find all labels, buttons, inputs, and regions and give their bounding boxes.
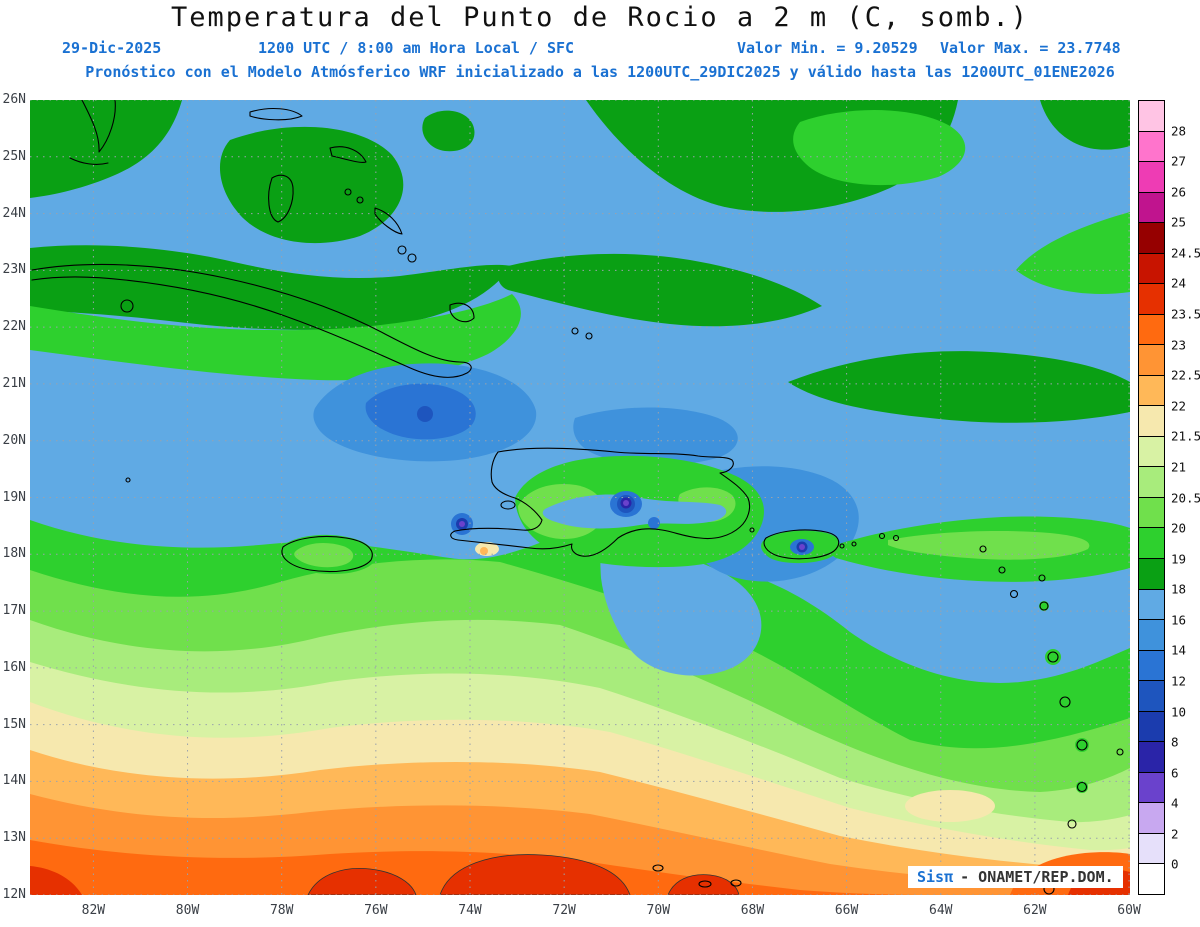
lon-label-66W: 66W — [834, 903, 859, 918]
legend-value: 24 — [1171, 275, 1187, 291]
coastlines — [31, 100, 1124, 895]
lon-label-72W: 72W — [552, 903, 576, 918]
legend-swatch-lt0 — [1139, 864, 1164, 894]
temperature-field — [30, 100, 1130, 895]
legend-swatch-0-2 — [1139, 833, 1164, 865]
legend-swatch-12-14 — [1139, 650, 1164, 682]
legend-swatch-22-22.5 — [1139, 375, 1164, 407]
legend-value: 19 — [1171, 551, 1187, 567]
legend-swatch-2-4 — [1139, 803, 1164, 834]
lat-label-18N: 18N — [2, 546, 26, 562]
legend-swatch-21.5-22 — [1139, 406, 1164, 437]
lat-label-25N: 25N — [2, 148, 26, 164]
lat-label-24N: 24N — [2, 205, 26, 221]
min-value-label: Valor Min. = 9.20529 — [737, 39, 918, 57]
legend-value: 21 — [1171, 459, 1187, 475]
legend-swatch-16-18 — [1139, 589, 1164, 621]
lon-label-76W: 76W — [364, 903, 388, 918]
lon-label-78W: 78W — [269, 903, 294, 918]
lat-label-14N: 14N — [2, 773, 26, 789]
legend-swatch-14-16 — [1139, 620, 1164, 651]
legend-value: 28 — [1171, 123, 1187, 139]
legend-value: 6 — [1171, 765, 1179, 781]
legend-value: 16 — [1171, 612, 1187, 628]
legend-value: 0 — [1171, 856, 1179, 872]
forecast-time: 1200 UTC / 8:00 am Hora Local / SFC — [258, 39, 575, 57]
legend-swatch-gt28 — [1139, 101, 1164, 132]
legend-swatch-20-20.5 — [1139, 497, 1164, 529]
lon-label-68W: 68W — [740, 903, 765, 918]
lat-label-19N: 19N — [2, 489, 26, 505]
legend-value: 25 — [1171, 214, 1187, 230]
legend-value: 22.5 — [1171, 367, 1200, 383]
color-legend: 28 27 26 25 24.5 24 23.5 23 22.5 22 21.5 21 20.5 20 19… — [1138, 100, 1200, 895]
legend-value: 12 — [1171, 673, 1187, 689]
lon-label-60W: 60W — [1117, 903, 1141, 918]
lon-label-80W: 80W — [175, 903, 200, 918]
forecast-map — [30, 100, 1130, 895]
lat-label-17N: 17N — [2, 603, 26, 619]
lon-label-62W: 62W — [1023, 903, 1047, 918]
page-title: Temperatura del Punto de Rocio a 2 m (C,… — [170, 2, 1029, 33]
legend-swatch-21-21.5 — [1139, 436, 1164, 468]
lat-label-26N: 26N — [2, 92, 26, 107]
legend-swatch-25-26 — [1139, 192, 1164, 224]
legend-swatch-23.5-24 — [1139, 284, 1164, 315]
legend-value: 10 — [1171, 704, 1187, 720]
lat-label-20N: 20N — [2, 432, 26, 448]
legend-swatch-20.5-21 — [1139, 467, 1164, 498]
legend-value: 23 — [1171, 337, 1187, 353]
lon-label-64W: 64W — [929, 903, 953, 918]
legend-swatch-27-28 — [1139, 131, 1164, 163]
lat-label-23N: 23N — [2, 262, 26, 278]
legend-value: 18 — [1171, 581, 1187, 597]
legend-swatch-26-27 — [1139, 162, 1164, 193]
legend-value: 2 — [1171, 826, 1179, 842]
legend-swatch-6-8 — [1139, 742, 1164, 773]
legend-value: 4 — [1171, 795, 1179, 811]
lat-label-15N: 15N — [2, 716, 26, 732]
legend-swatch-4-6 — [1139, 772, 1164, 804]
legend-value: 27 — [1171, 153, 1187, 169]
lat-label-22N: 22N — [2, 319, 26, 335]
legend-swatch-8-10 — [1139, 711, 1164, 743]
legend-swatch-10-12 — [1139, 681, 1164, 712]
legend-value: 14 — [1171, 642, 1187, 658]
lon-label-74W: 74W — [458, 903, 482, 918]
watermark-org: - ONAMET/REP.DOM. — [960, 868, 1114, 886]
legend-swatch-18-19 — [1139, 558, 1164, 590]
watermark: Sisπ - ONAMET/REP.DOM. — [908, 866, 1123, 888]
legend-value: 22 — [1171, 398, 1187, 414]
forecast-date: 29-Dic-2025 — [62, 39, 162, 57]
legend-swatch-24-24.5 — [1139, 253, 1164, 285]
legend-value: 23.5 — [1171, 306, 1200, 322]
legend-value: 8 — [1171, 734, 1179, 750]
lat-label-13N: 13N — [2, 830, 26, 846]
lon-label-82W: 82W — [81, 903, 106, 918]
lat-label-16N: 16N — [2, 659, 26, 675]
legend-swatch-23-23.5 — [1139, 314, 1164, 346]
legend-value: 24.5 — [1171, 245, 1200, 261]
legend-swatch-24.5-25 — [1139, 223, 1164, 254]
legend-swatch-19-20 — [1139, 528, 1164, 559]
legend-value: 20 — [1171, 520, 1187, 536]
legend-value: 21.5 — [1171, 428, 1200, 444]
lat-label-21N: 21N — [2, 375, 26, 391]
watermark-brand: Sisπ — [917, 868, 954, 886]
lat-label-12N: 12N — [2, 887, 26, 902]
lon-label-70W: 70W — [646, 903, 671, 918]
model-info-line: Pronóstico con el Modelo Atmósferico WRF… — [85, 63, 1115, 81]
legend-value: 20.5 — [1171, 490, 1200, 505]
map-area: Sisπ - ONAMET/REP.DOM. — [30, 100, 1130, 895]
max-value-label: Valor Max. = 23.7748 — [940, 39, 1121, 57]
legend-swatch-22.5-23 — [1139, 345, 1164, 376]
graticule — [30, 100, 1130, 895]
legend-value: 26 — [1171, 184, 1187, 200]
legend-color-bar — [1138, 100, 1165, 895]
